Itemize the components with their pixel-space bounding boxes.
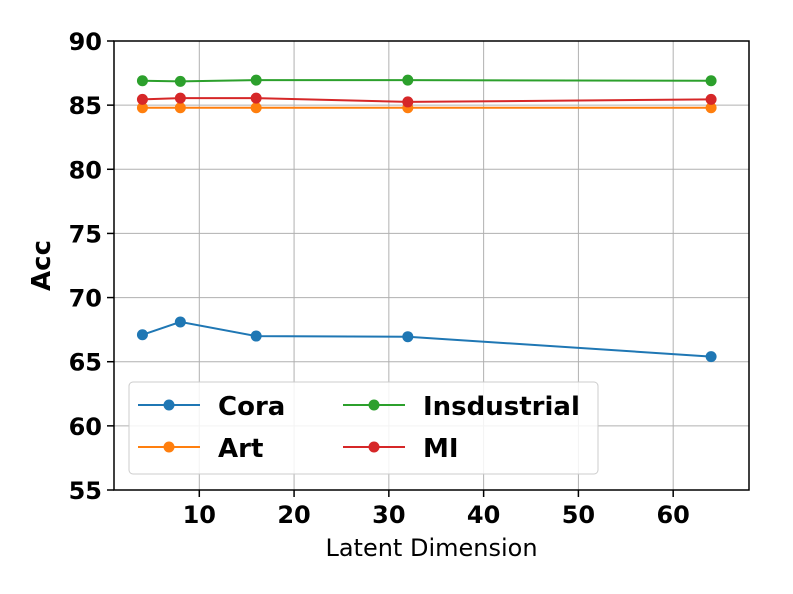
series-art (136, 102, 717, 114)
data-point (250, 92, 262, 104)
legend-swatch-marker (368, 441, 380, 453)
y-tick-label: 85 (69, 92, 102, 120)
data-point (136, 75, 148, 87)
legend-item-mi: MI (343, 434, 459, 464)
legend: Cora Art Insdustrial MI (128, 381, 599, 475)
data-point (136, 102, 148, 114)
ticks: 10 20 30 40 50 60 55 60 65 70 75 80 85 90 (69, 28, 690, 529)
plot-frame (113, 40, 750, 491)
data-point (250, 102, 262, 114)
y-tick-label: 65 (69, 349, 102, 377)
x-tick-label: 60 (656, 501, 689, 529)
data-point (402, 96, 414, 108)
x-tick-label: 20 (277, 501, 310, 529)
data-point (250, 330, 262, 342)
y-tick-label: 60 (69, 413, 102, 441)
x-tick-label: 50 (562, 501, 595, 529)
legend-swatch-marker (368, 399, 380, 411)
legend-item-insdustrial: Insdustrial (343, 392, 580, 422)
data-point (174, 92, 186, 104)
data-point (705, 351, 717, 363)
y-tick-label: 80 (69, 156, 102, 184)
data-point (705, 93, 717, 105)
legend-label: MI (423, 434, 459, 464)
legend-label: Cora (218, 392, 285, 422)
x-tick-label: 10 (183, 501, 216, 529)
data-point (402, 74, 414, 86)
legend-swatch-marker (163, 441, 175, 453)
data-point (705, 102, 717, 114)
data-point (174, 75, 186, 87)
data-point (136, 329, 148, 341)
y-tick-label: 75 (69, 220, 102, 248)
legend-item-cora: Cora (138, 392, 285, 422)
y-tick-label: 90 (69, 28, 102, 56)
data-point (136, 93, 148, 105)
data-point (250, 74, 262, 86)
series-mi (136, 92, 717, 108)
legend-box (128, 381, 599, 475)
data-point (174, 316, 186, 328)
y-tick-label: 55 (69, 477, 102, 505)
legend-label: Art (218, 434, 263, 464)
series-insdustrial (136, 74, 717, 87)
series-layer (136, 74, 717, 363)
data-point (705, 75, 717, 87)
legend-item-art: Art (138, 434, 263, 464)
series-cora (136, 316, 717, 363)
data-point (174, 102, 186, 114)
legend-label: Insdustrial (423, 392, 580, 422)
y-axis-label: Acc (27, 240, 57, 291)
legend-swatch-marker (163, 399, 175, 411)
y-tick-label: 70 (69, 285, 102, 313)
x-axis-label: Latent Dimension (325, 534, 537, 562)
x-tick-label: 40 (467, 501, 500, 529)
x-tick-label: 30 (372, 501, 405, 529)
data-point (402, 331, 414, 343)
